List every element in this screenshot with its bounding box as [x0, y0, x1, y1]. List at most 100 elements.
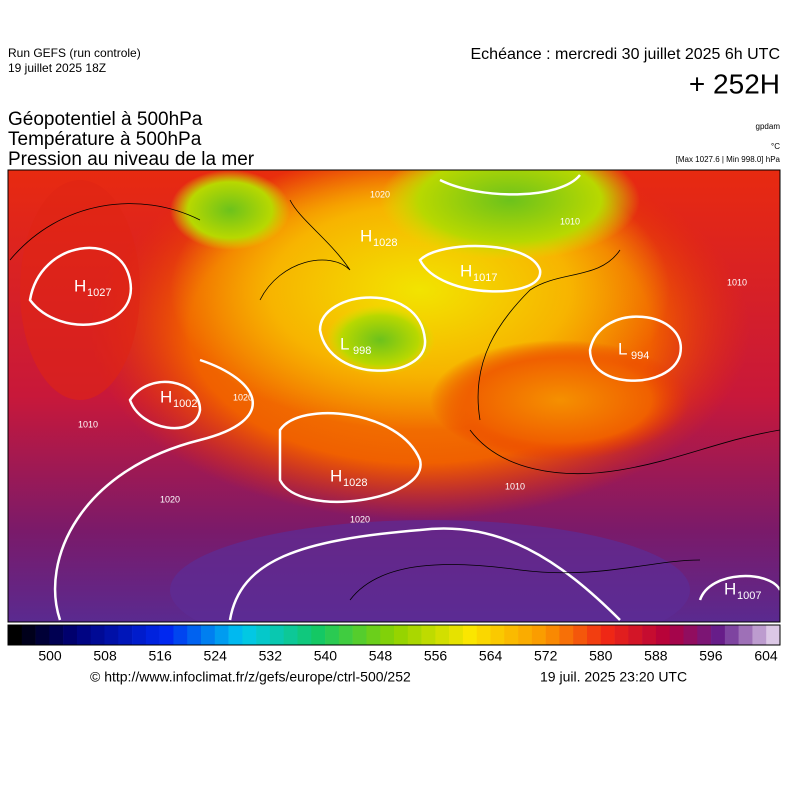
colorbar-tick-label: 540 [314, 648, 338, 664]
colorbar-tick-label: 516 [148, 648, 172, 664]
colorbar-cell [297, 625, 312, 645]
colorbar-frame [7, 624, 781, 646]
title: Pression au niveau de la mer [8, 149, 255, 170]
colorbar-cell [76, 625, 92, 645]
colorbar-tick-label: 508 [93, 648, 117, 664]
colorbar-cell [256, 625, 271, 645]
colorbar-cell [380, 625, 395, 645]
colorbar-tick-label: 596 [699, 648, 723, 664]
colorbar-cell [21, 625, 36, 645]
colorbar-cell [559, 625, 574, 645]
colorbar-cell [600, 625, 615, 645]
colorbar-cell [35, 625, 50, 645]
colorbar-cell [518, 625, 533, 645]
system-type: H [330, 466, 342, 485]
colorbar-tick-label: 532 [259, 648, 283, 664]
system-pressure: 994 [631, 350, 649, 362]
colorbar-tick-label: 500 [38, 648, 62, 664]
system-pressure: 1027 [87, 287, 111, 299]
colorbar-cell [476, 625, 491, 645]
generated-time: 19 juil. 2025 23:20 UTC [540, 669, 687, 685]
title: Température à 500hPa [8, 129, 202, 150]
lead-time: + 252H [689, 68, 780, 99]
colorbar-cell [587, 625, 602, 645]
colorbar-cell [49, 625, 64, 645]
map [8, 170, 780, 622]
title: Géopotentiel à 500hPa [8, 109, 203, 130]
colorbar-cell [628, 625, 643, 645]
colorbar-cell [435, 625, 450, 645]
colorbar-cell [724, 625, 739, 645]
colorbar-cell [173, 625, 188, 645]
colorbar-cell [545, 625, 560, 645]
colorbar-cell [573, 625, 588, 645]
colorbar-cell [228, 625, 243, 645]
colorbar-cell [352, 625, 367, 645]
colorbar-tick-label: 524 [204, 648, 228, 664]
run-date: 19 juillet 2025 18Z [8, 61, 106, 75]
colorbar-cell [90, 625, 105, 645]
colorbar-cell [669, 625, 684, 645]
system-pressure: 1028 [343, 477, 367, 489]
colorbar-cell [132, 625, 147, 645]
system-type: L [340, 334, 349, 353]
colorbar-tick-label: 556 [424, 648, 448, 664]
system-pressure: 1028 [373, 237, 397, 249]
colorbar-cell [201, 625, 216, 645]
colorbar-cell [366, 625, 381, 645]
colorbar-cell [214, 625, 229, 645]
colorbar-cell [145, 625, 160, 645]
colorbar-tick-label: 588 [644, 648, 668, 664]
isobar-label: 1020 [233, 392, 253, 402]
colorbar-cell [242, 625, 257, 645]
colorbar-cell [407, 625, 422, 645]
unit: [Max 1027.6 | Min 998.0] hPa [676, 155, 781, 164]
colorbar-tick-label: 580 [589, 648, 613, 664]
colorbar-cell [159, 625, 174, 645]
colorbar-cell [394, 625, 409, 645]
isobar-label: 1020 [160, 494, 180, 504]
colorbar-cell [642, 625, 657, 645]
system-pressure: 1017 [473, 272, 497, 284]
colorbar-cell [655, 625, 671, 645]
unit: gpdam [756, 122, 781, 131]
isobar-label: 1010 [505, 481, 525, 491]
colorbar: 500 508 516 524 532 540 548 556 564 572 580 588 596 6… [7, 624, 781, 664]
colorbar-cell [104, 625, 119, 645]
colorbar-cell [338, 625, 353, 645]
valid-time: Echéance : mercredi 30 juillet 2025 6h U… [471, 46, 781, 63]
colorbar-cell [449, 625, 464, 645]
system-pressure: 1002 [173, 398, 197, 410]
system-pressure: 998 [353, 345, 371, 357]
system-type: L [618, 339, 627, 358]
colorbar-cell [738, 625, 753, 645]
isobar-label: 1020 [350, 514, 370, 524]
colorbar-cell [531, 625, 546, 645]
colorbar-cell [63, 625, 78, 645]
colorbar-cell [462, 625, 478, 645]
colorbar-tick-label: 548 [369, 648, 393, 664]
colorbar-cell [752, 625, 767, 645]
colorbar-cell [8, 625, 23, 645]
colorbar-cell [697, 625, 712, 645]
colorbar-cell [683, 625, 698, 645]
system-type: H [74, 276, 86, 295]
run-label: Run GEFS (run controle) [8, 46, 141, 60]
system-type: H [160, 387, 172, 406]
system-type: H [360, 226, 372, 245]
colorbar-cell [325, 625, 340, 645]
isobar-label: 1020 [370, 189, 390, 199]
colorbar-cell [504, 625, 519, 645]
colorbar-cell [490, 625, 505, 645]
system-pressure: 1007 [737, 590, 761, 602]
colorbar-tick-label: 572 [534, 648, 558, 664]
unit: °C [771, 142, 780, 151]
colorbar-tick-label: 564 [479, 648, 503, 664]
colorbar-cell [311, 625, 326, 645]
colorbar-cell [269, 625, 285, 645]
source: © http://www.infoclimat.fr/z/gefs/europe… [90, 669, 411, 685]
system-type: H [460, 261, 472, 280]
colorbar-tick-label: 604 [754, 648, 778, 664]
isobar-label: 1010 [727, 277, 747, 287]
